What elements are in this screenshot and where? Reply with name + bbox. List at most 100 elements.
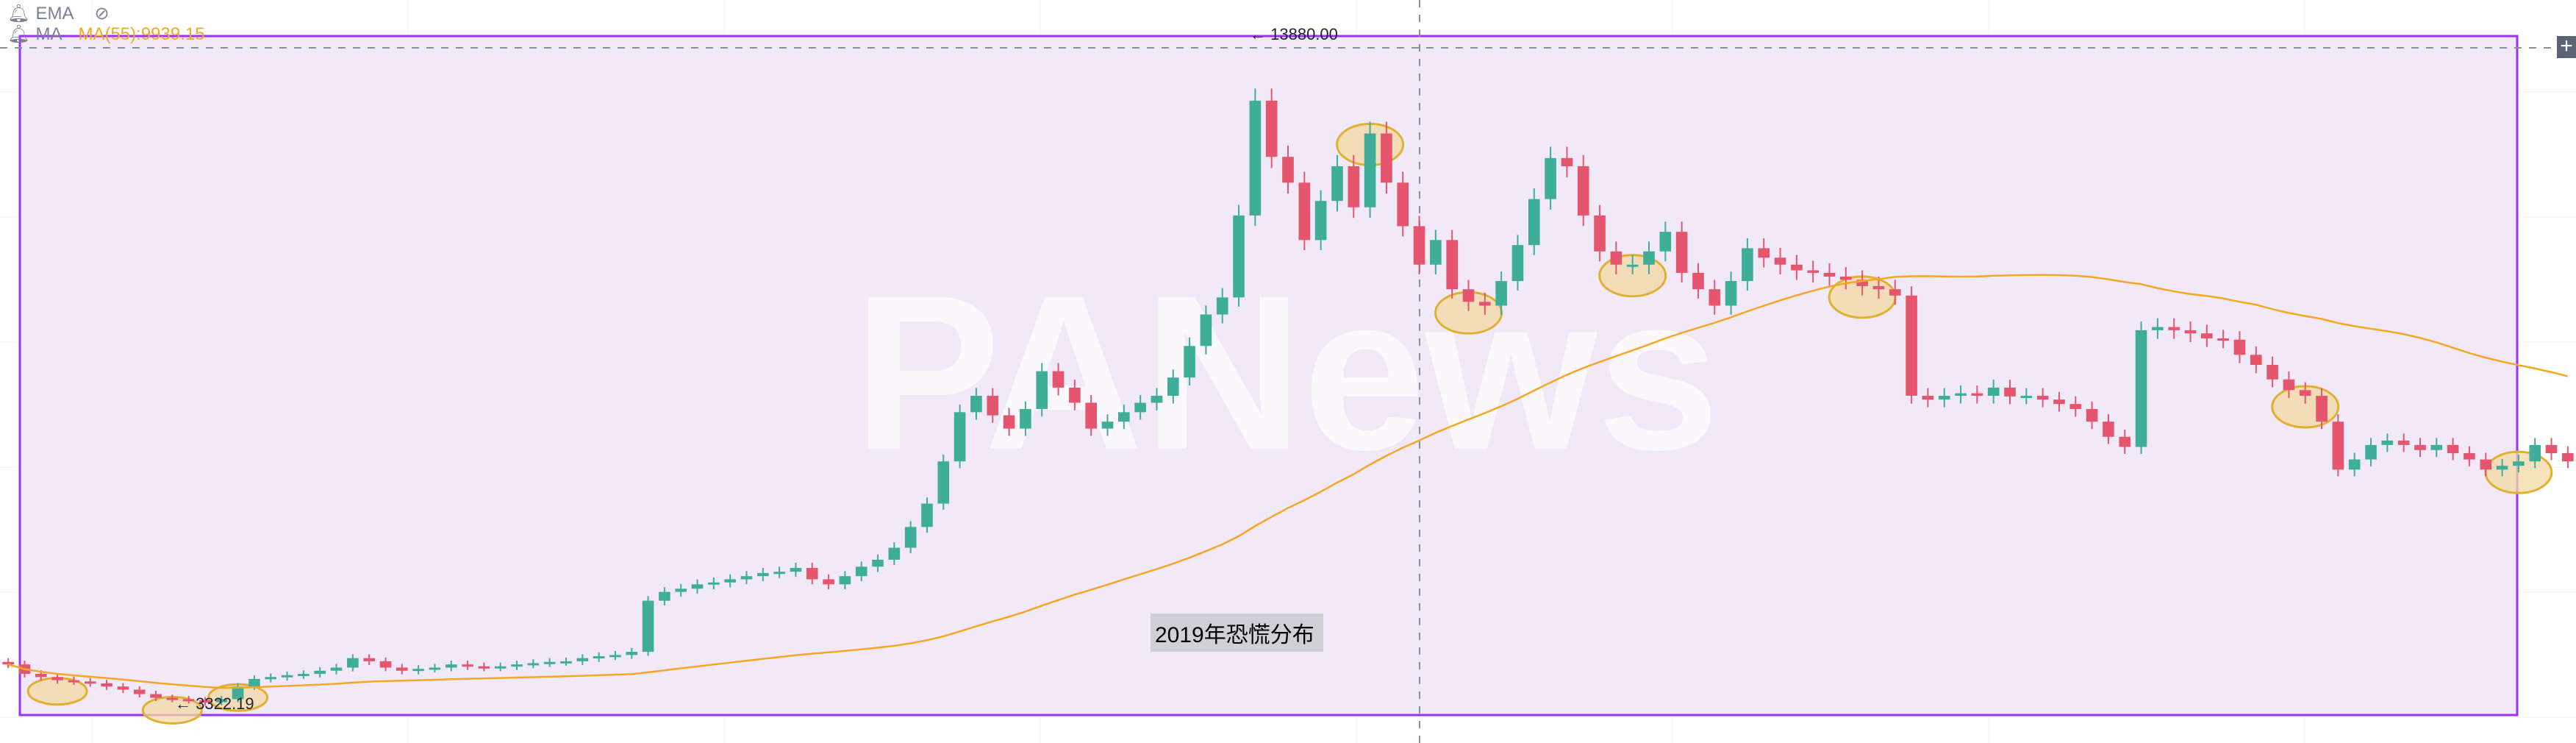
candle-body (2004, 387, 2016, 397)
candle-body (2513, 461, 2525, 466)
candle-body (1233, 215, 1245, 298)
candle-body (2020, 396, 2033, 399)
candle-body (1495, 281, 1507, 306)
candle-body (576, 658, 589, 661)
candle-body (1331, 166, 1343, 202)
candle-body (2348, 459, 2361, 470)
add-plus-button[interactable]: + (2557, 35, 2576, 58)
ema-legend: 🔔︎ EMA ⊘ (7, 3, 110, 24)
candle-body (839, 576, 851, 585)
candle-body (2217, 338, 2229, 341)
candle-body (1643, 251, 1655, 265)
candle-body (1249, 100, 1262, 216)
candle-body (1298, 182, 1311, 241)
candle-body (429, 667, 441, 670)
candle-body (2464, 453, 2475, 460)
candle-body (2152, 327, 2164, 330)
candle-body (1052, 371, 1065, 388)
ema-label: EMA (35, 3, 74, 24)
candle-body (1626, 264, 1639, 267)
candle-body (51, 677, 63, 680)
candle-body (1922, 396, 1934, 400)
candle-body (68, 680, 80, 683)
candle-body (1938, 396, 1950, 400)
eye-off-icon[interactable]: ⊘ (94, 4, 110, 24)
candle-body (659, 591, 670, 601)
candle-body (970, 396, 982, 413)
candle-body (150, 694, 162, 698)
candle-body (2283, 379, 2295, 391)
candle-body (1282, 157, 1294, 183)
candle-body (2135, 330, 2147, 447)
candle-body (1184, 346, 1195, 378)
candle-body (1167, 377, 1179, 397)
candle-body (2233, 339, 2246, 355)
candle-body (330, 667, 343, 671)
candle-body (1709, 289, 1721, 306)
candle-body (2447, 444, 2459, 454)
candle-body (199, 700, 211, 703)
candle-body (1955, 393, 1967, 397)
candle-body (1430, 240, 1442, 265)
candle-body (872, 559, 884, 567)
candle-body (2414, 444, 2426, 450)
candle-body (2430, 444, 2443, 450)
candle-body (708, 582, 720, 585)
candle-body (1791, 264, 1803, 271)
annotation-label: 2019年恐慌分布 (1151, 614, 1323, 652)
candle-body (215, 699, 228, 703)
candle-body (1069, 387, 1081, 403)
bell-icon[interactable]: 🔔︎ (7, 24, 30, 44)
high-label: ← 13880.00 (1250, 25, 1338, 43)
candle-body (2562, 453, 2574, 462)
candle-body (560, 661, 572, 664)
candle-body (1216, 297, 1228, 315)
candle-body (2036, 396, 2049, 400)
candle-body (1118, 412, 1130, 422)
candle-body (117, 686, 129, 690)
candle-body (2365, 444, 2377, 460)
candle-body (2168, 327, 2180, 330)
candle-body (2069, 404, 2082, 410)
candle-body (2332, 422, 2344, 470)
candle-body (1020, 409, 1031, 429)
candle-body (921, 503, 933, 527)
candle-body (511, 664, 523, 667)
candle-body (904, 527, 917, 548)
candle-body (954, 412, 966, 462)
candle-body (1511, 245, 1524, 282)
candle-body (2086, 409, 2098, 422)
candle-body (1840, 277, 1852, 280)
candle-body (265, 677, 277, 680)
candle-body (2250, 355, 2262, 366)
candle-body (412, 669, 424, 672)
candle-body (773, 572, 785, 575)
candle-body (1758, 248, 1770, 258)
candle-body (1774, 257, 1786, 265)
ma-label: MA (35, 24, 62, 44)
candle-body (1101, 422, 1114, 429)
candle-body (740, 576, 753, 580)
candle-body (1479, 302, 1491, 306)
candle-body (2119, 436, 2131, 447)
candle-body (1987, 387, 2000, 397)
candle-body (823, 579, 834, 585)
candle-body (724, 579, 736, 583)
watermark: PANews (854, 249, 1720, 496)
candle-body (1675, 232, 1688, 273)
candle-body (2397, 440, 2410, 445)
candle-body (1971, 393, 1983, 397)
candle-body (84, 681, 96, 684)
candle-body (462, 664, 473, 667)
candle-body (1003, 415, 1015, 429)
candle-body (1134, 402, 1146, 413)
candle-body (527, 663, 540, 666)
candle-body (2381, 440, 2394, 445)
candle-body (1036, 371, 1048, 410)
candle-body (1446, 240, 1458, 290)
bell-icon[interactable]: 🔔︎ (7, 4, 30, 24)
candle-body (1577, 166, 1589, 216)
candle-body (314, 670, 326, 675)
candle-body (2529, 444, 2541, 462)
